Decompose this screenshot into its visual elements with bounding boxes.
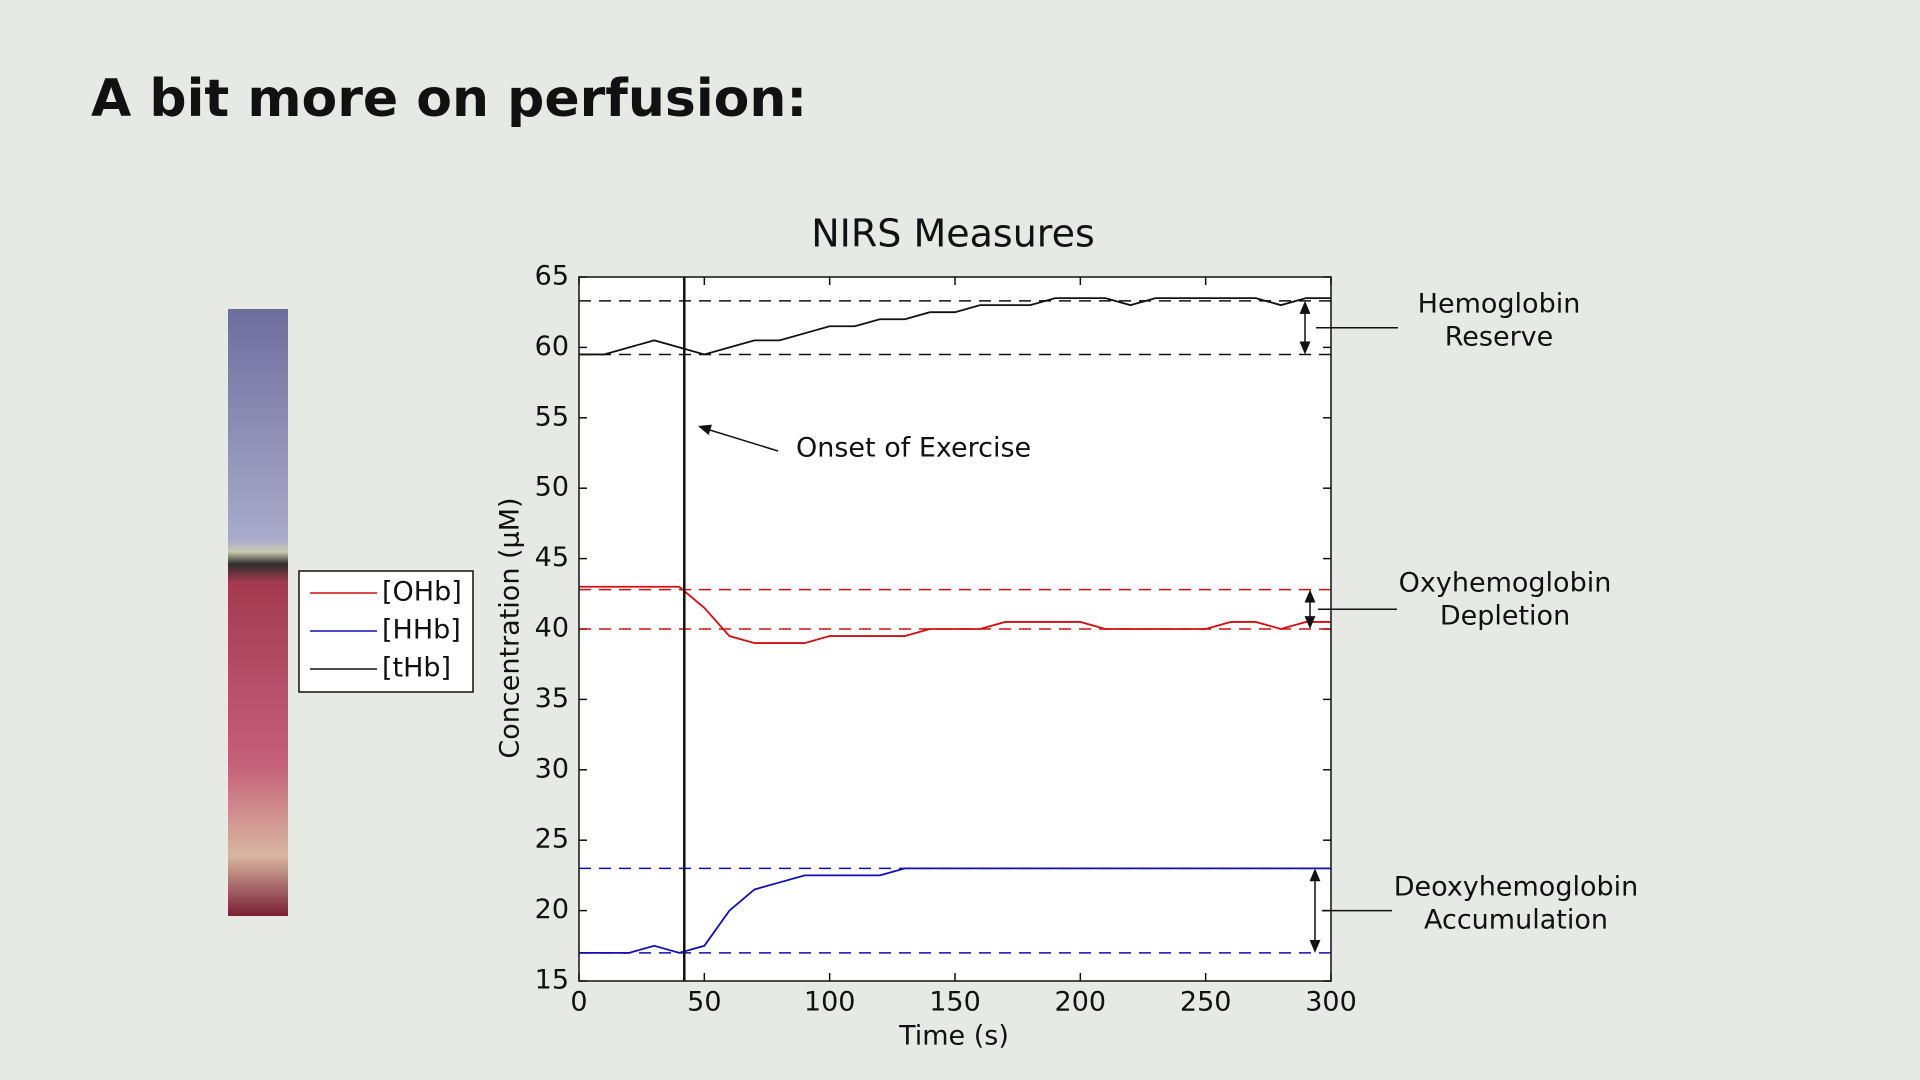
slide-title: A bit more on perfusion: [91, 69, 807, 129]
y-tick-label: 45 [535, 542, 569, 573]
plot-frame [578, 276, 1332, 982]
x-tick-label: 250 [1180, 987, 1232, 1018]
series-line [579, 585, 1331, 644]
legend-label: [OHb] [382, 577, 462, 608]
arrow-head [1304, 616, 1316, 629]
arrow-head [1299, 341, 1311, 355]
annotation: Depletion [1440, 601, 1570, 632]
arrow-head [1309, 868, 1321, 882]
y-tick-label: 50 [535, 472, 569, 503]
annotation: Hemoglobin [1418, 289, 1581, 320]
x-tick-label: 100 [804, 987, 856, 1018]
y-tick-label: 60 [535, 331, 569, 362]
decor-strip [228, 309, 288, 916]
series-line [579, 867, 1331, 954]
arrow-head [1299, 300, 1311, 314]
arrow-head [1309, 939, 1321, 953]
leader-line [699, 426, 779, 452]
annotation: Reserve [1445, 322, 1554, 353]
y-tick-label: 30 [535, 753, 569, 784]
x-tick-label: 150 [929, 987, 981, 1018]
y-tick-label: 35 [535, 683, 569, 714]
y-tick-label: 15 [535, 965, 569, 996]
y-tick-label: 65 [535, 261, 569, 292]
annotation: Onset of Exercise [796, 433, 1031, 464]
y-axis-label: Concentration (μM) [495, 497, 526, 758]
x-tick-label: 300 [1305, 987, 1357, 1018]
annotation: Accumulation [1424, 905, 1608, 936]
legend-label: [tHb] [382, 653, 451, 684]
y-tick-label: 25 [535, 824, 569, 855]
x-axis-label: Time (s) [898, 1021, 1009, 1052]
annotation: Deoxyhemoglobin [1394, 872, 1639, 903]
y-tick-label: 55 [535, 401, 569, 432]
x-tick-label: 0 [570, 987, 587, 1018]
x-tick-label: 50 [687, 987, 721, 1018]
arrow-head [1304, 589, 1316, 603]
chart-title: NIRS Measures [811, 212, 1095, 256]
legend-label: [HHb] [382, 615, 461, 646]
annotation: Oxyhemoglobin [1399, 568, 1612, 599]
y-tick-label: 40 [535, 613, 569, 644]
series-line [579, 297, 1331, 356]
arrow-head [698, 424, 712, 436]
y-tick-label: 20 [535, 894, 569, 925]
x-tick-label: 200 [1055, 987, 1107, 1018]
